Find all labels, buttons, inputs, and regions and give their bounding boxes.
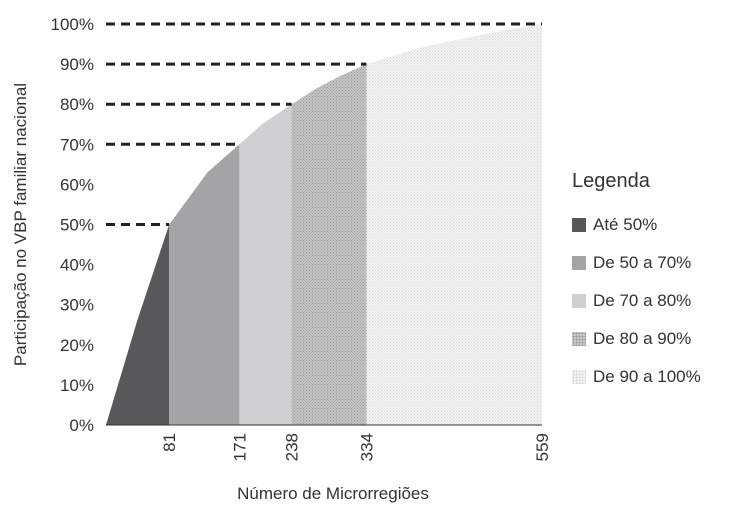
legend-label: De 70 a 80%	[593, 290, 692, 310]
y-tick-label: 20%	[60, 336, 94, 355]
legend-swatch	[572, 255, 586, 270]
y-tick-label: 90%	[60, 55, 94, 74]
area-segment-2	[169, 144, 240, 426]
x-tick-label: 334	[358, 433, 377, 461]
legend-item: De 50 a 70%	[572, 247, 701, 278]
y-tick-label: 10%	[60, 376, 94, 395]
area-segment-1	[106, 224, 170, 425]
legend-swatch	[572, 369, 586, 384]
x-tick-label: 81	[160, 433, 179, 452]
y-tick-label: 50%	[60, 216, 94, 235]
legend-label: De 50 a 70%	[593, 252, 692, 272]
x-tick-labels: 81 171 238 334 559	[160, 433, 552, 461]
reference-lines	[106, 22, 542, 226]
y-tick-label: 30%	[60, 296, 94, 315]
legend-swatch	[572, 331, 586, 346]
x-tick-label: 559	[533, 433, 552, 461]
area-segments	[106, 24, 542, 426]
legend-items: Até 50% De 50 a 70% De 70 a 80% De 80 a 90%…	[572, 209, 701, 392]
y-tick-label: 80%	[60, 95, 94, 114]
y-tick-label: 60%	[60, 175, 94, 194]
area-segment-5	[366, 24, 542, 425]
y-tick-label: 70%	[60, 135, 94, 154]
x-tick-label: 171	[230, 433, 249, 461]
y-axis-title: Participação no VBP familiar nacional	[11, 83, 30, 366]
area-segment-3	[239, 104, 292, 425]
area-segment-4	[291, 64, 367, 425]
y-tick-label: 40%	[60, 256, 94, 275]
legend-item: Até 50%	[572, 209, 701, 240]
x-axis-title: Número de Microrregiões	[237, 484, 429, 503]
legend-label: De 90 a 100%	[593, 366, 701, 386]
legend-swatch	[572, 217, 586, 232]
x-tick-label: 238	[283, 433, 302, 461]
legend-title: Legenda	[572, 170, 650, 192]
legend-swatch	[572, 293, 586, 308]
legend-item: De 90 a 100%	[572, 361, 701, 392]
y-tick-label: 0%	[69, 416, 94, 435]
y-tick-labels: 0% 10% 20% 30% 40% 50% 60% 70% 80% 90% 100%	[51, 15, 94, 435]
legend-label: Até 50%	[593, 214, 658, 234]
legend-item: De 80 a 90%	[572, 323, 701, 354]
legend-label: De 80 a 90%	[593, 328, 692, 348]
legend: Legenda Até 50% De 50 a 70% De 70 a 80% De …	[572, 170, 701, 399]
y-tick-label: 100%	[51, 15, 94, 34]
legend-item: De 70 a 80%	[572, 285, 701, 316]
